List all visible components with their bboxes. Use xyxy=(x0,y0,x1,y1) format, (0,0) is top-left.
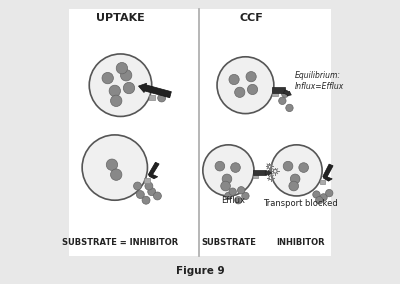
Text: Figure 9: Figure 9 xyxy=(176,266,224,276)
Circle shape xyxy=(299,163,308,172)
Circle shape xyxy=(229,74,239,85)
Bar xyxy=(149,95,156,100)
Circle shape xyxy=(148,188,156,196)
Bar xyxy=(144,178,150,183)
Circle shape xyxy=(283,161,293,171)
Circle shape xyxy=(316,197,323,204)
Circle shape xyxy=(238,187,245,194)
Circle shape xyxy=(222,174,232,184)
Circle shape xyxy=(116,62,128,74)
Circle shape xyxy=(110,95,122,106)
Text: Equilibrium:
Influx=Efflux: Equilibrium: Influx=Efflux xyxy=(295,71,344,91)
Text: SUBSTRATE = INHIBITOR: SUBSTRATE = INHIBITOR xyxy=(62,238,179,247)
Circle shape xyxy=(134,182,142,190)
Circle shape xyxy=(286,104,293,112)
Circle shape xyxy=(89,54,152,116)
Circle shape xyxy=(158,94,166,102)
Polygon shape xyxy=(148,162,159,179)
Circle shape xyxy=(229,188,236,195)
FancyArrow shape xyxy=(138,83,171,98)
Polygon shape xyxy=(323,164,333,181)
Circle shape xyxy=(82,135,148,200)
Circle shape xyxy=(203,145,254,196)
Circle shape xyxy=(110,169,122,180)
Circle shape xyxy=(217,57,274,114)
Circle shape xyxy=(145,182,153,190)
Bar xyxy=(69,9,331,256)
Circle shape xyxy=(246,72,256,82)
Circle shape xyxy=(215,161,225,171)
Circle shape xyxy=(282,90,289,97)
Text: Transport blocked: Transport blocked xyxy=(264,199,338,208)
Bar xyxy=(320,180,326,184)
Circle shape xyxy=(235,87,245,97)
Circle shape xyxy=(120,70,132,81)
Circle shape xyxy=(326,189,333,197)
Circle shape xyxy=(136,191,144,199)
Circle shape xyxy=(225,192,232,200)
Circle shape xyxy=(279,97,286,105)
Circle shape xyxy=(248,84,258,95)
Circle shape xyxy=(231,163,240,172)
Text: UPTAKE: UPTAKE xyxy=(96,13,145,23)
Circle shape xyxy=(320,194,327,201)
Circle shape xyxy=(154,192,161,200)
Circle shape xyxy=(290,174,300,184)
Circle shape xyxy=(313,191,320,198)
Text: INHIBITOR: INHIBITOR xyxy=(276,238,325,247)
Circle shape xyxy=(106,159,118,170)
Circle shape xyxy=(123,82,135,94)
Circle shape xyxy=(242,192,249,200)
Bar xyxy=(253,170,266,176)
Circle shape xyxy=(271,145,322,196)
Circle shape xyxy=(142,196,150,204)
Circle shape xyxy=(109,85,120,97)
FancyArrow shape xyxy=(284,90,291,96)
Text: Efflux: Efflux xyxy=(221,196,245,205)
Bar xyxy=(272,87,285,93)
Bar xyxy=(253,174,258,178)
FancyArrow shape xyxy=(265,170,272,176)
Text: CCF: CCF xyxy=(239,13,263,23)
Circle shape xyxy=(235,197,242,204)
Text: SUBSTRATE: SUBSTRATE xyxy=(201,238,256,247)
Circle shape xyxy=(289,181,298,191)
Bar xyxy=(272,92,278,96)
Circle shape xyxy=(221,181,230,191)
Circle shape xyxy=(102,72,113,84)
